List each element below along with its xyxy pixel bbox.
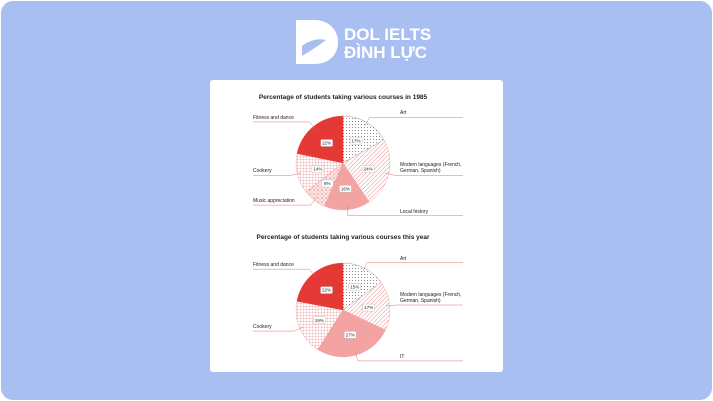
brand-line2: ĐÌNH LỰC [344, 43, 427, 62]
category-label: Fitness and dance [253, 262, 294, 269]
leader-line [253, 268, 316, 278]
logo-icon [296, 20, 338, 64]
category-label: Cookery [253, 168, 272, 175]
value-label: 27% [346, 332, 355, 337]
leader-line [253, 172, 302, 176]
value-label-box [339, 185, 352, 193]
value-label-box [320, 139, 333, 147]
value-label-box [362, 303, 375, 312]
value-label-box [349, 137, 363, 145]
value-label: 22% [322, 141, 331, 146]
value-label-box [361, 165, 375, 173]
leader-line [253, 196, 318, 206]
value-label-box [344, 331, 357, 339]
leader-line [362, 262, 463, 272]
value-label: 22% [322, 288, 331, 293]
leader-line [385, 304, 463, 307]
category-label: Fitness and dance [253, 114, 294, 121]
value-label: 14% [313, 167, 322, 172]
value-label-box [348, 283, 361, 291]
leader-line [253, 326, 304, 332]
value-label: 16% [341, 186, 350, 191]
category-label: IT [400, 353, 405, 360]
value-label: 17% [364, 305, 373, 310]
value-label-box [321, 179, 334, 188]
value-label-box [320, 286, 333, 294]
brand-line1: DOL IELTS [344, 25, 431, 44]
category-label: Local history [400, 208, 429, 215]
category-label: Art [400, 255, 407, 262]
value-label: 24% [364, 167, 373, 172]
card [210, 80, 503, 372]
chart-title: Percentage of students taking various co… [259, 94, 428, 101]
category-label: Modern languages (French, German, Spanis… [400, 162, 462, 175]
chart-title: Percentage of students taking various co… [256, 234, 430, 241]
value-label: 17% [352, 138, 361, 143]
leader-line [384, 172, 463, 176]
value-label: 19% [315, 318, 324, 323]
value-label-box [313, 316, 326, 324]
leader-line [253, 121, 317, 130]
value-label: 15% [350, 285, 359, 290]
value-label-box [311, 165, 325, 173]
leader-line [364, 116, 463, 126]
category-label: Modern languages (French, German, Spanis… [400, 292, 462, 304]
category-label: Cookery [253, 324, 272, 331]
value-label: 8% [324, 181, 331, 186]
category-label: Art [400, 110, 407, 117]
leader-line [346, 205, 463, 217]
leader-line [354, 351, 463, 362]
category-label: Music appreciation [253, 198, 295, 205]
